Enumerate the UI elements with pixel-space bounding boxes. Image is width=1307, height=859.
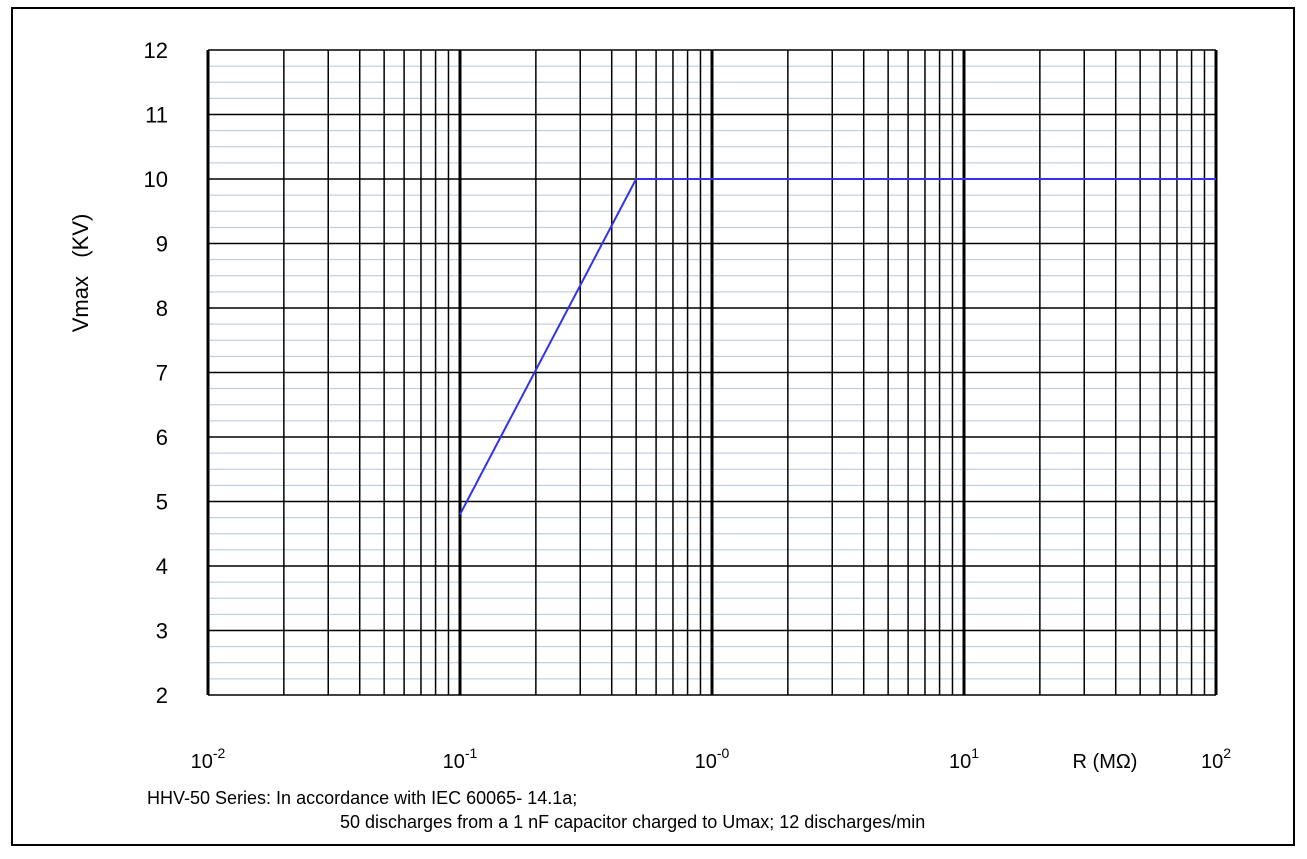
y-tick-label: 7 [156, 361, 168, 386]
y-tick-label: 2 [156, 683, 168, 708]
y-tick-label: 4 [156, 554, 168, 579]
y-tick-label: 6 [156, 425, 168, 450]
x-tick-label: 10-1 [443, 745, 478, 773]
note-line-2: 50 discharges from a 1 nF capacitor char… [340, 812, 926, 832]
y-tick-label: 10 [144, 167, 168, 192]
y-tick-label: 11 [145, 103, 168, 128]
y-tick-label: 3 [156, 619, 168, 644]
y-tick-label: 5 [156, 490, 168, 515]
x-tick-label: 10-0 [695, 745, 730, 773]
y-tick-label: 9 [156, 232, 168, 257]
series-line [459, 178, 1216, 515]
x-axis-label: R (MΩ) [1073, 751, 1138, 773]
y-tick-label: 12 [144, 38, 168, 63]
y-tick-label: 8 [156, 296, 168, 321]
x-tick-label: 10-2 [191, 745, 226, 773]
note-line-1: HHV-50 Series: In accordance with IEC 60… [147, 788, 578, 808]
x-tick-label: 102 [1201, 745, 1231, 773]
y-axis-label: Vmax (KV) [68, 214, 93, 333]
x-tick-label: 101 [949, 745, 979, 773]
